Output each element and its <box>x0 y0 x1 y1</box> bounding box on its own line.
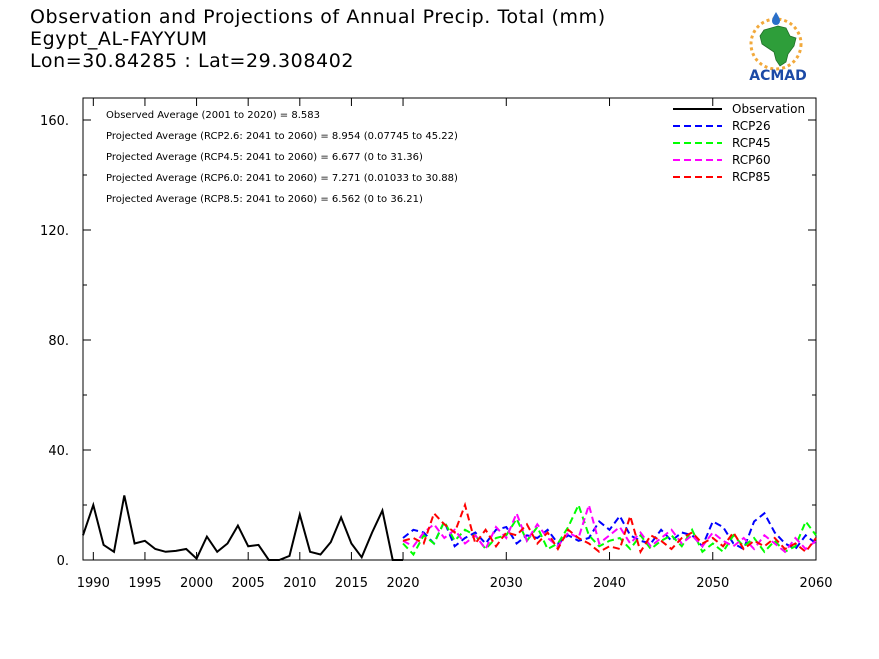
logo-text: ACMAD <box>749 68 807 84</box>
sun-rays-icon <box>749 17 803 71</box>
x-tick-label: 2010 <box>283 576 316 591</box>
chart-title: Observation and Projections of Annual Pr… <box>30 6 606 28</box>
series-line-rcp85 <box>402 501 817 555</box>
series-lines <box>82 495 817 561</box>
y-tick-label: 120. <box>40 224 69 239</box>
series-line-observation <box>82 495 403 561</box>
coordinates-label: Lon=30.84285 : Lat=29.308402 <box>30 50 355 72</box>
africa-map-icon <box>759 25 797 67</box>
annotation-line: Projected Average (RCP2.6: 2041 to 2060)… <box>106 131 458 142</box>
title-block: Observation and Projections of Annual Pr… <box>30 6 606 72</box>
x-tick-label: 2000 <box>180 576 213 591</box>
x-tick-label: 2005 <box>232 576 265 591</box>
series-line-rcp26 <box>402 511 817 551</box>
annotation-line: Projected Average (RCP4.5: 2041 to 2060)… <box>106 152 423 163</box>
y-tick-label: 0. <box>57 554 69 569</box>
annotation-line: Projected Average (RCP8.5: 2041 to 2060)… <box>106 194 423 205</box>
legend-label: RCP26 <box>732 119 771 133</box>
legend-label: RCP60 <box>732 153 771 167</box>
series-line-rcp45 <box>402 502 817 557</box>
location-label: Egypt_AL-FAYYUM <box>30 28 208 50</box>
annotation-line: Projected Average (RCP6.0: 2041 to 2060)… <box>106 173 458 184</box>
x-tick-label: 1990 <box>77 576 110 591</box>
x-tick-label: 2030 <box>490 576 523 591</box>
annotations: Observed Average (2001 to 2020) = 8.583 P… <box>106 110 458 205</box>
y-tick-label: 40. <box>48 444 69 459</box>
legend-label: RCP85 <box>732 170 771 184</box>
africa-map-logo-icon: ACMAD <box>749 12 807 84</box>
x-tick-label: 2060 <box>799 576 832 591</box>
legend-label: Observation <box>732 102 805 116</box>
annotation-line: Observed Average (2001 to 2020) = 8.583 <box>106 110 320 121</box>
legend-label: RCP45 <box>732 136 771 150</box>
x-tick-label: 2015 <box>335 576 368 591</box>
y-tick-label: 80. <box>48 334 69 349</box>
y-tick-label: 160. <box>40 114 69 129</box>
legend: Observation RCP26 RCP45 RCP60 RCP85 <box>673 102 805 184</box>
x-tick-label: 1995 <box>128 576 161 591</box>
water-drop-icon <box>772 12 780 25</box>
x-tick-label: 2040 <box>593 576 626 591</box>
plot-frame <box>82 97 817 561</box>
x-tick-label: 2050 <box>696 576 729 591</box>
axis-ticks: 1990 1995 2000 2005 2010 2015 2020 2030 2040 2050… <box>40 98 833 591</box>
x-tick-label: 2020 <box>386 576 419 591</box>
